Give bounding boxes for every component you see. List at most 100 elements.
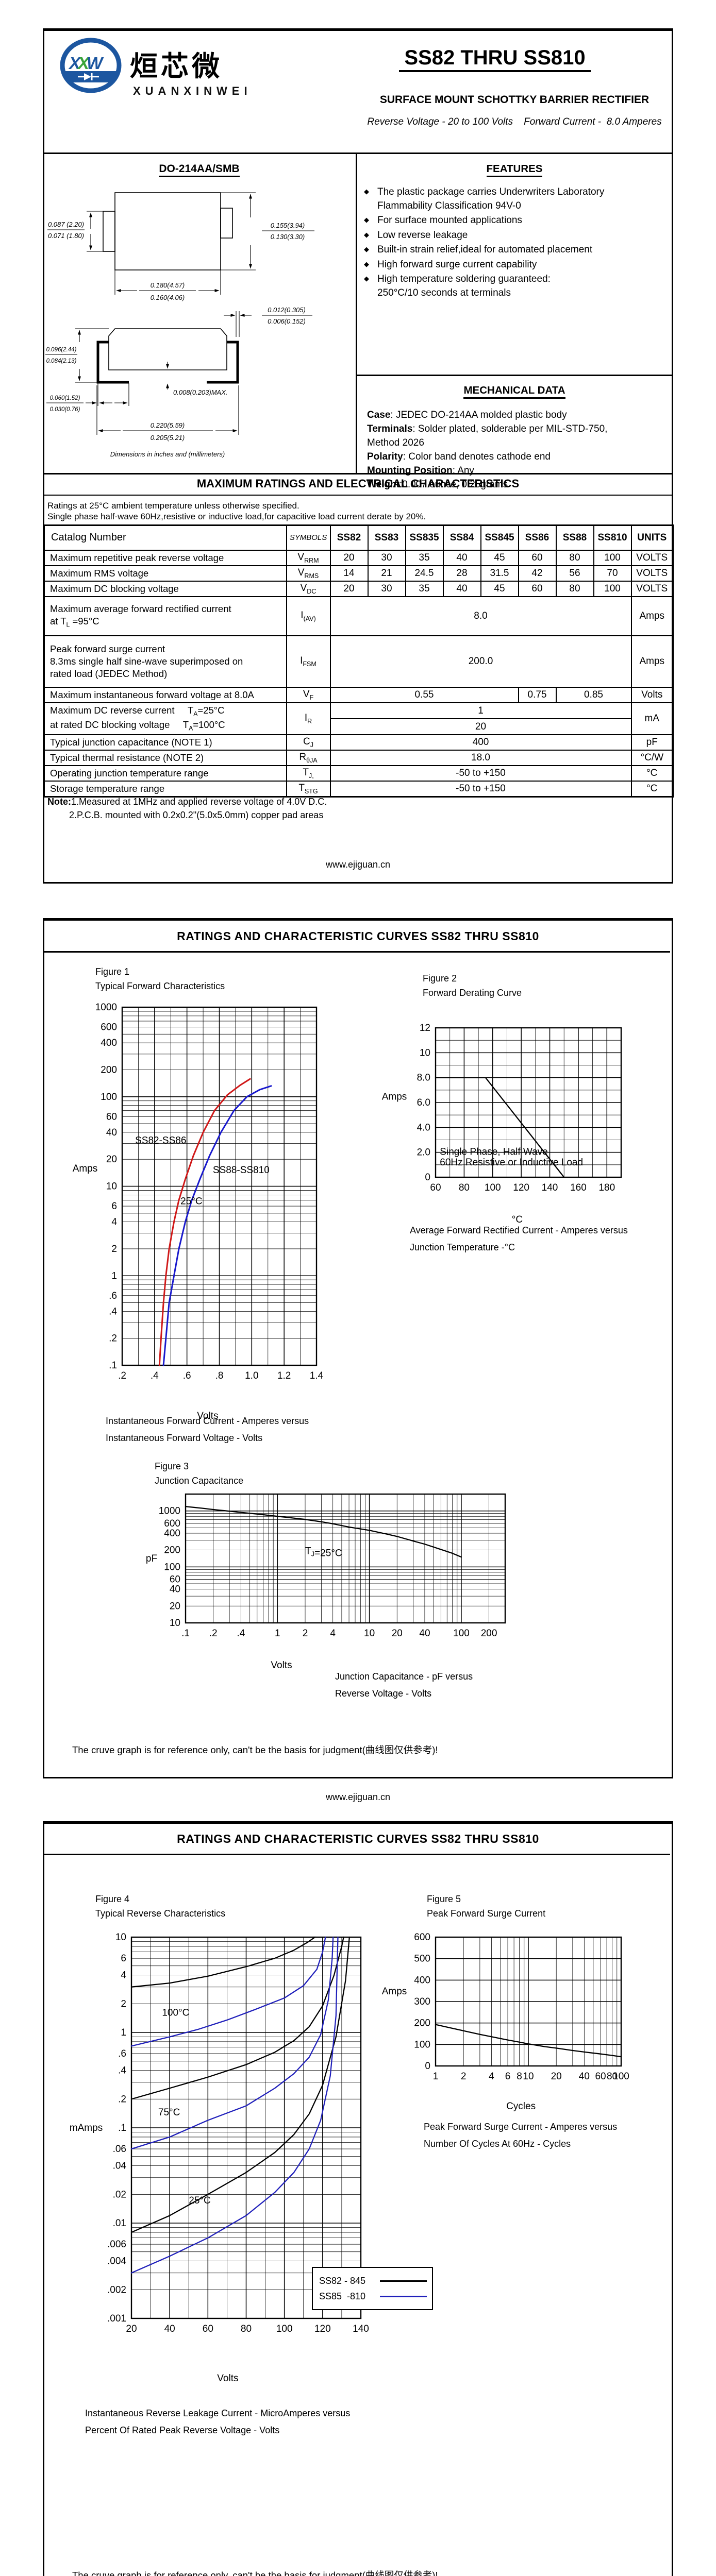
mechanical-line: Method 2026 <box>367 436 670 450</box>
row-value: 0.85 <box>555 686 632 703</box>
caption-line: Number Of Cycles At 60Hz - Cycles <box>424 2139 571 2149</box>
x-axis-unit: °C <box>512 1214 523 1225</box>
figure-title: Typical Forward Characteristics <box>95 981 225 991</box>
column-header: SS83 <box>367 524 406 551</box>
x-tick-label: 100 <box>453 1628 470 1639</box>
legend-label: SS85 -810 <box>319 2291 366 2301</box>
text-segment: Method 2026 <box>367 437 424 448</box>
page-2-border <box>43 918 673 1778</box>
footer-url-1[interactable]: www.ejiguan.cn <box>325 859 391 870</box>
caption-line: Reverse Voltage - Volts <box>335 1688 432 1699</box>
x-tick-label: 20 <box>126 2324 137 2334</box>
footer-url-2[interactable]: www.ejiguan.cn <box>325 1792 391 1802</box>
svg-text:0.012(0.305): 0.012(0.305) <box>268 306 306 314</box>
x-tick-label: 140 <box>353 2324 369 2334</box>
feature-item: ◆ For surface mounted applications <box>364 214 667 228</box>
logo-band <box>62 71 119 82</box>
mechanical-line: Polarity: Color band denotes cathode end <box>367 450 670 464</box>
x-tick-label: 1.2 <box>277 1370 291 1381</box>
row-value: 40 <box>442 580 481 597</box>
bullet-icon: ◆ <box>364 216 369 224</box>
brand-logo: XXW <box>60 38 122 93</box>
text-segment: RMS <box>304 572 319 580</box>
row-label-line: Typical junction capacitance (NOTE 1) <box>50 736 284 749</box>
column-header: SS86 <box>518 524 557 551</box>
y-tick-label: .2 <box>118 2094 126 2105</box>
svg-text:0.180(4.57): 0.180(4.57) <box>151 281 185 289</box>
row-value: 56 <box>555 565 594 582</box>
y-tick-label: 60 <box>106 1111 117 1122</box>
x-tick-label: 20 <box>392 1628 403 1639</box>
figure-label-fig3: Figure 3 Junction Capacitance <box>155 1459 243 1488</box>
feature-item: ◆ The plastic package carries Underwriter… <box>364 185 667 213</box>
x-tick-label: 160 <box>570 1182 587 1193</box>
feature-text: For surface mounted applications <box>377 215 522 226</box>
x-axis-unit: Cycles <box>506 2101 536 2112</box>
y-tick-label: .06 <box>113 2144 126 2155</box>
y-tick-label: .002 <box>107 2284 126 2295</box>
text-segment: DC <box>307 587 317 595</box>
row-value: 20 <box>329 580 369 597</box>
x-tick-label: 1.0 <box>245 1370 258 1381</box>
mechanical-line: Case: JEDEC DO-214AA molded plastic body <box>367 408 670 422</box>
svg-text:0.030(0.76): 0.030(0.76) <box>50 406 80 413</box>
row-value: -50 to +150 <box>329 780 632 798</box>
product-title: SURFACE MOUNT SCHOTTKY BARRIER RECTIFIER <box>379 94 650 106</box>
table-row: Peak forward surge current 8.3ms single h… <box>43 635 674 688</box>
text-segment: : Color band denotes cathode end <box>403 451 551 462</box>
x-tick-label: 4 <box>330 1628 336 1639</box>
x-tick-label: 100 <box>613 2071 629 2082</box>
y-tick-label: 2 <box>111 1244 117 1255</box>
row-value: 30 <box>367 580 406 597</box>
text-segment: Storage temperature range <box>50 783 165 794</box>
row-label-line: Maximum DC blocking voltage <box>50 583 284 595</box>
svg-text:0.071 (1.80): 0.071 (1.80) <box>48 232 84 240</box>
text-segment: 8.3ms single half sine-wave superimposed… <box>50 655 243 667</box>
mechanical-data: Case: JEDEC DO-214AA molded plastic body… <box>367 408 670 492</box>
stacked-value: 20 <box>331 718 630 734</box>
ratings-table: Catalog Number SYMBOLS SS82 SS83 SS835 SS84 SS… <box>43 524 674 798</box>
plot-border <box>130 1936 362 2319</box>
annotation: TJ=25°C <box>305 1546 342 1558</box>
table-row: Storage temperature range TSTG -50 to +150… <box>43 780 674 798</box>
feature-text: High temperature soldering guaranteed: 2… <box>377 274 551 298</box>
x-axis-unit: Volts <box>271 1660 292 1671</box>
row-value: 35 <box>405 580 444 597</box>
column-header: UNITS <box>630 524 674 551</box>
row-value: 1 20 <box>329 702 632 735</box>
reference-note-page-2: The cruve graph is for reference only, c… <box>72 1744 438 1755</box>
y-tick-label: .006 <box>107 2239 126 2250</box>
x-tick-label: 20 <box>551 2071 562 2082</box>
text-segment: I <box>301 609 304 621</box>
legend-item: SS82 - 845 <box>319 2273 427 2289</box>
svg-text:0.130(3.30): 0.130(3.30) <box>271 233 305 241</box>
x-tick-label: 40 <box>579 2071 590 2082</box>
row-label-line: Maximum instantaneous forward voltage at… <box>50 689 284 701</box>
row-symbol: TSTG <box>286 780 331 798</box>
row-value: 80 <box>555 549 594 566</box>
diode-icon <box>84 73 91 80</box>
y-tick-label: 60 <box>170 1574 180 1585</box>
legend-line-swatch <box>380 2280 427 2282</box>
svg-text:0.060(1.52): 0.060(1.52) <box>50 395 80 401</box>
curve-ss85-810-75c <box>130 1936 334 2150</box>
svg-text:0.155(3.94): 0.155(3.94) <box>271 222 305 229</box>
row-value: 70 <box>593 565 632 582</box>
row-value: 200.0 <box>329 635 632 688</box>
text-segment: V <box>303 688 310 700</box>
svg-text:0.084(2.13): 0.084(2.13) <box>46 358 77 364</box>
y-tick-label: 400 <box>164 1528 180 1539</box>
figure-title: Junction Capacitance <box>155 1476 244 1486</box>
text-segment: FSM <box>303 660 317 668</box>
x-tick-label: 1.4 <box>310 1370 324 1381</box>
figure-label-fig4: Figure 4 Typical Reverse Characteristics <box>95 1892 225 1921</box>
y-tick-label: 8.0 <box>417 1073 430 1083</box>
column-header: SS84 <box>442 524 481 551</box>
x-tick-label: 80 <box>607 2071 618 2082</box>
page-3-border <box>43 1821 673 2576</box>
text-segment: F <box>309 693 314 701</box>
row-unit: Volts <box>630 686 674 703</box>
row-label-line: Peak forward surge current <box>50 643 284 655</box>
row-value: 35 <box>405 549 444 566</box>
text-segment: V <box>297 567 305 578</box>
